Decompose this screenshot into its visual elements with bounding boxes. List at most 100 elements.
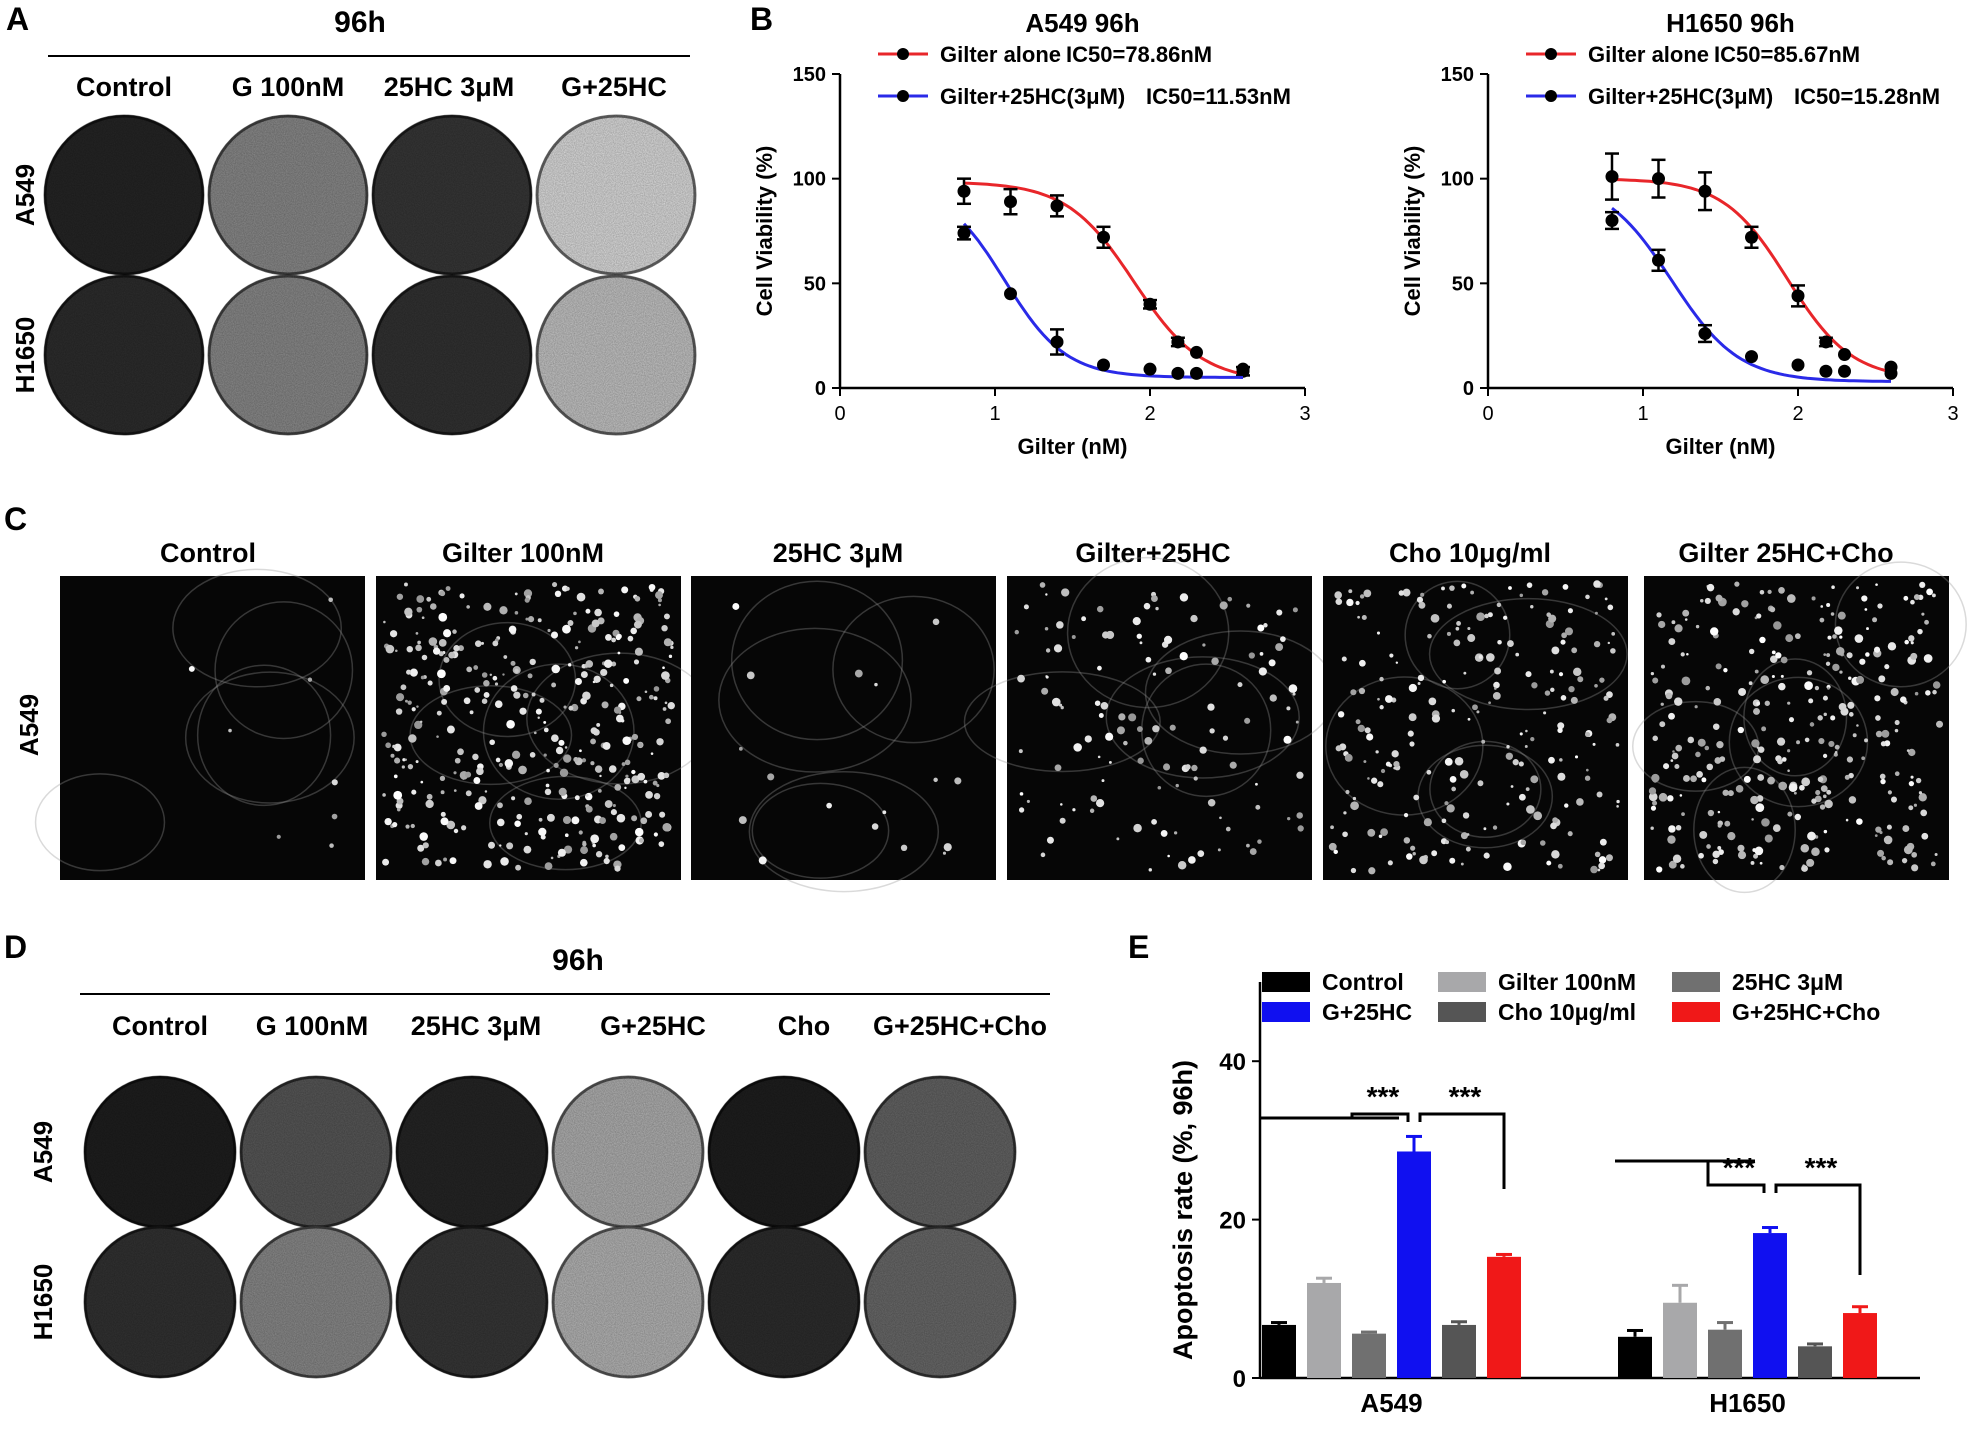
data-point	[1745, 230, 1758, 244]
lipid-droplet	[767, 773, 775, 781]
lipid-droplet	[1557, 722, 1565, 730]
lipid-droplet	[416, 595, 425, 603]
lipid-droplet	[1696, 771, 1703, 778]
significance-label: ***	[1805, 1152, 1838, 1183]
lipid-droplet	[590, 761, 595, 766]
lipid-droplet	[1668, 825, 1676, 833]
micrograph-background	[691, 576, 996, 880]
lipid-droplet	[1611, 632, 1616, 636]
lipid-droplet	[393, 774, 398, 779]
lipid-droplet	[593, 675, 601, 683]
lipid-droplet	[1506, 745, 1510, 749]
lipid-droplet	[663, 772, 670, 779]
lipid-droplet	[1229, 761, 1237, 769]
lipid-droplet	[1358, 687, 1366, 695]
lipid-droplet	[1750, 795, 1759, 805]
lipid-droplet	[550, 631, 559, 639]
lipid-droplet	[543, 720, 547, 724]
lipid-droplet	[1543, 711, 1547, 715]
lipid-droplet	[1859, 658, 1866, 665]
lipid-droplet	[634, 595, 641, 602]
lipid-droplet	[1026, 799, 1030, 803]
lipid-droplet	[591, 619, 600, 628]
panel-a-col-label: G 100nM	[232, 72, 345, 102]
lipid-droplet	[557, 848, 566, 857]
lipid-droplet	[1191, 764, 1198, 772]
lipid-droplet	[392, 744, 396, 749]
lipid-droplet	[1561, 632, 1567, 639]
lipid-droplet	[409, 668, 418, 677]
lipid-droplet	[489, 739, 495, 746]
lipid-droplet	[562, 624, 571, 634]
lipid-droplet	[1817, 715, 1823, 721]
lipid-droplet	[1417, 674, 1425, 682]
panel-letter-c: C	[4, 501, 27, 537]
data-point	[1097, 230, 1110, 244]
lipid-droplet	[503, 655, 508, 659]
lipid-droplet	[1838, 702, 1847, 711]
lipid-droplet	[1751, 739, 1760, 748]
lipid-droplet	[1084, 735, 1092, 743]
lipid-droplet	[1541, 589, 1549, 596]
lipid-droplet	[1160, 830, 1168, 837]
lipid-droplet	[492, 640, 499, 647]
lipid-droplet	[551, 682, 557, 688]
lipid-droplet	[1418, 601, 1426, 609]
data-point	[1605, 214, 1619, 228]
lipid-droplet	[1921, 612, 1925, 616]
lipid-droplet	[1512, 759, 1519, 766]
lipid-droplet	[1053, 644, 1063, 653]
lipid-droplet	[508, 625, 517, 634]
lipid-droplet	[385, 742, 392, 749]
lipid-droplet	[510, 685, 518, 692]
legend-marker	[897, 48, 909, 60]
lipid-droplet	[1449, 857, 1456, 864]
x-tick-label: 2	[1792, 403, 1803, 425]
lipid-droplet	[1672, 750, 1675, 753]
lipid-droplet	[648, 694, 654, 700]
lipid-droplet	[738, 816, 747, 825]
lipid-droplet	[1549, 669, 1554, 674]
lipid-droplet	[954, 777, 962, 785]
lipid-droplet	[1403, 813, 1409, 818]
lipid-droplet	[1406, 853, 1413, 860]
lipid-droplet	[1217, 848, 1221, 852]
lipid-droplet	[1564, 803, 1569, 808]
lipid-droplet	[1667, 835, 1676, 844]
lipid-droplet	[578, 640, 581, 644]
lipid-droplet	[407, 700, 412, 705]
panel-a-well-rim	[535, 114, 697, 276]
lipid-droplet	[544, 862, 553, 871]
panel-d-col-label: G+25HC+Cho	[873, 1011, 1047, 1041]
lipid-droplet	[1467, 626, 1471, 631]
lipid-droplet	[551, 664, 561, 674]
lipid-droplet	[1492, 691, 1501, 700]
micrograph	[691, 576, 996, 893]
bar	[1708, 1329, 1742, 1378]
legend-label: 25HC 3μM	[1732, 969, 1843, 995]
lipid-droplet	[1847, 701, 1855, 709]
lipid-droplet	[1704, 745, 1710, 751]
chart-apoptosis-rate: Control Gilter 100nM 25HC 3μM G+25HC Cho 10μ…	[1168, 969, 1920, 1418]
lipid-droplet	[597, 789, 602, 793]
data-point	[1097, 358, 1110, 372]
lipid-droplet	[1207, 703, 1215, 711]
lipid-droplet	[1444, 801, 1449, 806]
lipid-droplet	[1759, 636, 1766, 644]
lipid-droplet	[1071, 634, 1076, 639]
lipid-droplet	[1607, 604, 1614, 611]
lipid-droplet	[1330, 825, 1334, 830]
lipid-droplet	[1856, 586, 1860, 590]
lipid-droplet	[1672, 854, 1682, 863]
lipid-droplet	[1108, 760, 1112, 764]
lipid-droplet	[605, 634, 612, 641]
lipid-droplet	[1403, 837, 1411, 844]
panel-d-well-texture	[84, 1076, 236, 1228]
lipid-droplet	[571, 816, 580, 825]
panel-a-well-texture	[372, 275, 532, 435]
lipid-droplet	[1615, 743, 1620, 747]
lipid-droplet	[1738, 688, 1747, 696]
panel-a-row-label: A549	[10, 164, 40, 226]
lipid-droplet	[1683, 775, 1690, 782]
data-point	[1819, 335, 1833, 349]
